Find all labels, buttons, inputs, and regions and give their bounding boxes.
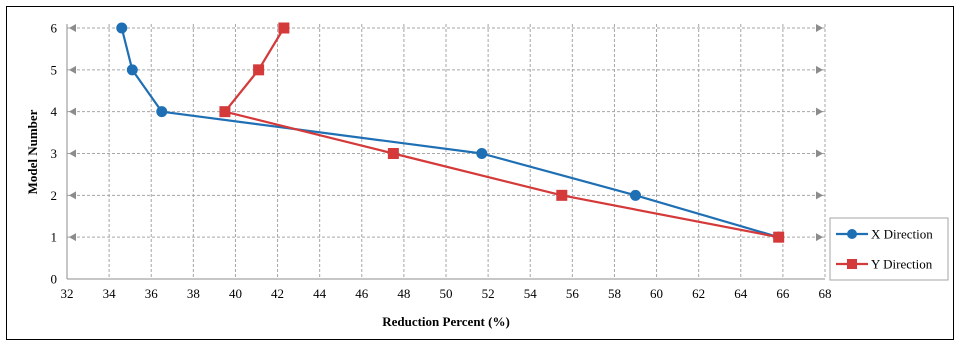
y-direction-point (253, 64, 265, 76)
series (116, 22, 785, 243)
chart-frame: 32 34 36 38 40 42 44 46 48 50 52 54 56 58 60 62 64 66 68 0 1… (6, 6, 954, 340)
x-tick-label: 64 (734, 286, 748, 301)
line-chart: 32 34 36 38 40 42 44 46 48 50 52 54 56 58 60 62 64 66 6801… (25, 21, 949, 329)
x-direction-point (476, 148, 488, 159)
x-tick-label: 56 (566, 286, 580, 301)
right-arrow-marker (816, 107, 823, 116)
y-axis-title: Model Number (25, 109, 40, 194)
y-tick-label: 5 (51, 62, 58, 77)
left-arrow-marker (69, 65, 76, 74)
x-direction-point (630, 189, 641, 201)
left-arrow-marker (69, 233, 76, 242)
right-arrow-marker (816, 191, 823, 200)
y-tick-label: 3 (51, 146, 58, 161)
x-tick-label: 60 (650, 286, 663, 301)
x-tick-label: 38 (187, 286, 200, 301)
x-tick-label: 54 (524, 286, 538, 301)
x-tick-label: 32 (61, 286, 74, 301)
x-tick-label: 52 (482, 286, 495, 301)
y-tick-label: 0 (51, 272, 58, 287)
legend-box (829, 217, 949, 281)
y-direction-series-line (223, 27, 779, 239)
axes: 32 34 36 38 40 42 44 46 48 50 52 54 56 58 60 62 64 66 6801… (51, 21, 832, 302)
y-tick-label: 2 (51, 188, 58, 203)
y-tick-label: 4 (51, 104, 58, 119)
grid (67, 24, 826, 279)
left-arrow-marker (69, 191, 76, 200)
y-tick-label: 6 (51, 21, 58, 36)
y-tick-label: 1 (51, 230, 58, 245)
x-tick-label: 40 (229, 286, 242, 301)
right-arrow-marker (816, 233, 823, 242)
x-tick-label: 50 (440, 286, 453, 301)
y-direction-point (219, 106, 231, 118)
x-tick-label: 68 (819, 286, 832, 301)
y-direction-point (556, 189, 568, 201)
x-tick-label: 48 (397, 286, 410, 301)
left-arrow-marker (69, 24, 76, 32)
x-tick-label: 66 (776, 286, 790, 301)
x-direction-legend-marker (847, 229, 857, 239)
y-direction-point (278, 22, 290, 34)
x-tick-label: 42 (271, 286, 284, 301)
x-tick-label: 44 (313, 286, 327, 301)
x-direction-point (116, 22, 128, 34)
left-arrow-marker (69, 149, 76, 158)
x-tick-label: 46 (355, 286, 369, 301)
y-direction-point (773, 231, 785, 243)
x-direction-legend-label: X Direction (871, 227, 933, 242)
y-direction-point (387, 148, 399, 159)
right-arrow-marker (816, 24, 823, 32)
x-axis-title: Reduction Percent (%) (382, 314, 510, 329)
left-arrow-marker (69, 107, 76, 116)
x-tick-label: 36 (145, 286, 159, 301)
legend: X Direction Y Direction (829, 217, 949, 281)
x-tick-label: 34 (103, 286, 117, 301)
x-tick-label: 58 (608, 286, 621, 301)
y-direction-legend-marker (847, 259, 857, 269)
right-arrow-marker (816, 65, 823, 74)
x-direction-series-line (120, 27, 779, 239)
right-arrow-marker (816, 149, 823, 158)
y-direction-legend-label: Y Direction (871, 257, 933, 272)
x-direction-point (156, 106, 168, 118)
x-tick-label: 62 (692, 286, 705, 301)
x-direction-point (126, 64, 138, 76)
